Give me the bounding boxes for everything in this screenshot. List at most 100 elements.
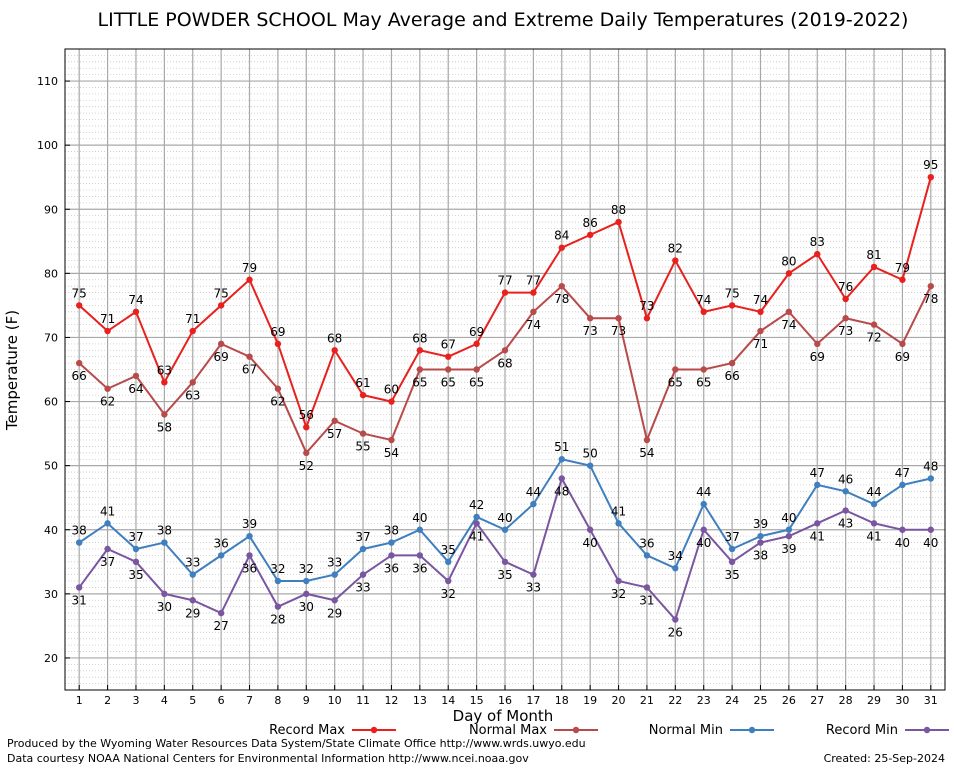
normal-min-data-label: 47 xyxy=(895,466,910,480)
normal-min-data-label: 41 xyxy=(100,504,115,518)
record-max-data-label: 68 xyxy=(327,331,342,345)
normal-max-point xyxy=(161,411,168,418)
legend-label: Normal Min xyxy=(649,723,723,738)
record-min-data-label: 40 xyxy=(895,536,910,550)
record-min-point xyxy=(388,552,395,559)
legend-swatch-marker xyxy=(370,726,378,734)
record-min-data-label: 40 xyxy=(923,536,938,550)
record-min-point xyxy=(189,597,196,604)
record-min-data-label: 28 xyxy=(270,613,285,627)
record-max-data-label: 74 xyxy=(128,293,143,307)
normal-min-data-label: 50 xyxy=(583,447,598,461)
x-tick-label: 25 xyxy=(753,694,767,707)
normal-min-point xyxy=(161,539,168,546)
normal-max-data-label: 65 xyxy=(412,376,427,390)
record-min-point xyxy=(246,552,253,559)
record-max-point xyxy=(274,340,282,348)
record-min-data-label: 43 xyxy=(838,517,853,531)
y-tick-label: 60 xyxy=(44,396,58,409)
record-max-point xyxy=(558,244,565,251)
normal-max-data-label: 58 xyxy=(157,420,172,434)
normal-min-point xyxy=(217,552,225,559)
record-max-data-label: 75 xyxy=(724,286,739,300)
normal-min-point xyxy=(643,552,651,559)
y-tick-label: 30 xyxy=(44,588,58,601)
y-tick-label: 110 xyxy=(37,75,58,88)
normal-min-data-label: 48 xyxy=(923,459,938,473)
normal-max-point xyxy=(303,449,310,457)
x-axis-label: Day of Month xyxy=(453,707,554,725)
normal-min-data-label: 35 xyxy=(441,543,456,557)
normal-max-point xyxy=(615,315,622,322)
normal-min-point xyxy=(530,500,537,508)
record-min-data-label: 27 xyxy=(213,619,228,633)
record-min-point xyxy=(842,507,849,514)
legend-swatch-marker xyxy=(748,726,756,734)
record-min-point xyxy=(757,539,764,546)
record-min-data-label: 36 xyxy=(242,561,257,575)
record-min-data-label: 40 xyxy=(696,536,711,550)
normal-min-data-label: 40 xyxy=(497,511,512,525)
x-tick-label: 4 xyxy=(161,694,168,707)
normal-min-point xyxy=(558,456,565,463)
normal-max-data-label: 62 xyxy=(100,395,115,409)
normal-max-data-label: 71 xyxy=(753,337,768,351)
legend-swatch-marker xyxy=(923,726,931,734)
record-max-point xyxy=(75,302,83,309)
normal-max-point xyxy=(899,340,906,348)
y-tick-label: 40 xyxy=(44,524,58,537)
normal-min-point xyxy=(899,481,906,489)
normal-min-point xyxy=(672,565,679,572)
record-min-point xyxy=(728,558,736,565)
normal-max-point xyxy=(473,366,480,373)
record-min-data-label: 39 xyxy=(781,542,796,556)
normal-max-data-label: 73 xyxy=(838,324,853,338)
normal-min-data-label: 38 xyxy=(72,524,87,538)
record-max-data-label: 83 xyxy=(810,235,825,249)
normal-min-point xyxy=(445,558,452,565)
record-min-data-label: 40 xyxy=(583,536,598,550)
normal-min-series: 38 41 37 38 33 36 39 32 32 33 37 38 40 35 42 40 44 51 50 41… xyxy=(72,440,938,585)
normal-min-point xyxy=(388,539,395,546)
legend-item-record-min: Record Min xyxy=(826,723,949,738)
normal-max-point xyxy=(388,436,395,444)
record-max-data-label: 75 xyxy=(213,286,228,300)
normal-min-data-label: 47 xyxy=(810,466,825,480)
normal-max-data-label: 74 xyxy=(526,318,541,332)
normal-max-point xyxy=(728,359,736,367)
normal-max-data-label: 65 xyxy=(668,376,683,390)
record-max-data-label: 71 xyxy=(100,312,115,326)
record-min-point xyxy=(615,577,622,585)
record-min-data-label: 32 xyxy=(441,587,456,601)
normal-min-point xyxy=(615,520,622,527)
record-min-data-label: 26 xyxy=(668,625,683,639)
normal-max-data-label: 64 xyxy=(128,382,143,396)
record-max-data-label: 71 xyxy=(185,312,200,326)
normal-max-data-label: 67 xyxy=(242,363,257,377)
normal-max-data-label: 55 xyxy=(355,440,370,454)
x-tick-label: 26 xyxy=(782,694,796,707)
normal-max-point xyxy=(246,353,253,360)
y-axis-label: Temperature (F) xyxy=(3,310,21,431)
record-min-point xyxy=(274,603,282,610)
record-min-data-label: 31 xyxy=(72,593,87,607)
record-min-data-label: 41 xyxy=(469,529,484,543)
record-max-data-label: 80 xyxy=(781,254,796,268)
normal-min-point xyxy=(586,462,594,469)
record-max-data-label: 76 xyxy=(838,280,853,294)
normal-max-data-label: 62 xyxy=(270,395,285,409)
x-tick-label: 28 xyxy=(839,694,853,707)
x-tick-label: 20 xyxy=(612,694,626,707)
record-min-point xyxy=(927,526,935,533)
record-max-data-label: 81 xyxy=(866,248,881,262)
x-tick-label: 1 xyxy=(76,694,83,707)
record-min-point xyxy=(586,526,594,533)
x-tick-label: 22 xyxy=(668,694,682,707)
normal-max-point xyxy=(700,366,707,373)
x-tick-label: 6 xyxy=(218,694,225,707)
record-min-point xyxy=(870,520,878,527)
normal-min-point xyxy=(246,532,253,540)
x-tick-label: 5 xyxy=(189,694,196,707)
x-tick-label: 2 xyxy=(104,694,111,707)
x-tick-label: 21 xyxy=(640,694,654,707)
